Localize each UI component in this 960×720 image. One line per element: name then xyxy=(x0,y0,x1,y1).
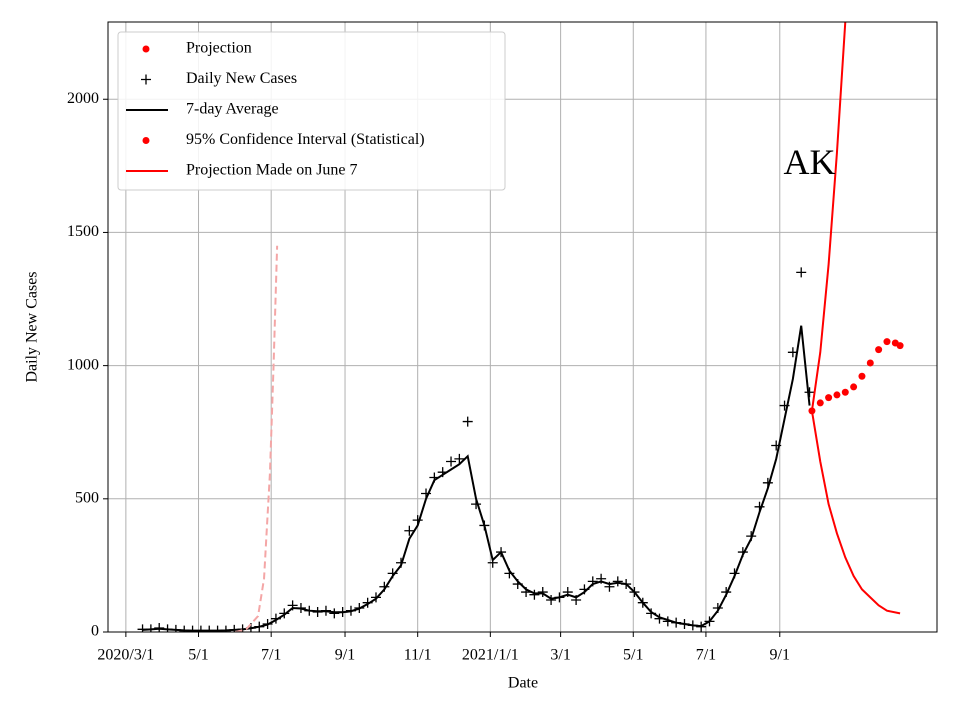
x-tick-label: 2021/1/1 xyxy=(462,647,519,664)
case-marker xyxy=(404,525,415,536)
y-tick-label: 1000 xyxy=(67,356,99,373)
projection-dot xyxy=(896,342,904,350)
y-axis-label: Daily New Cases xyxy=(24,271,41,382)
ci-lower xyxy=(810,410,901,615)
plot-frame xyxy=(107,21,938,633)
case-marker xyxy=(329,608,340,619)
x-tick-label: 9/1 xyxy=(770,647,790,664)
case-marker xyxy=(446,456,457,467)
legend-marker xyxy=(141,74,151,85)
x-tick-label: 11/1 xyxy=(404,647,432,664)
plot-area xyxy=(137,22,904,632)
case-marker xyxy=(279,608,290,619)
case-marker xyxy=(454,453,465,464)
legend-label: Projection Made on June 7 xyxy=(186,162,358,179)
legend-label: Daily New Cases xyxy=(186,70,297,87)
average-line xyxy=(142,325,811,632)
projection-dot xyxy=(858,372,866,380)
projection-dot xyxy=(816,399,824,407)
case-marker xyxy=(546,595,557,606)
ci-upper xyxy=(810,22,847,412)
x-tick-label: 5/1 xyxy=(188,647,208,664)
x-tick-label: 2020/3/1 xyxy=(97,647,154,664)
case-marker xyxy=(796,267,807,278)
projection-dot xyxy=(883,338,891,346)
y-tick-label: 1500 xyxy=(67,223,99,240)
case-marker xyxy=(612,576,623,587)
projection-dot xyxy=(841,388,849,396)
x-tick-label: 9/1 xyxy=(335,647,355,664)
legend-label: 7-day Average xyxy=(186,101,279,118)
x-tick-label: 5/1 xyxy=(623,647,643,664)
x-axis-label: Date xyxy=(508,675,538,692)
y-tick-label: 0 xyxy=(91,623,99,640)
x-tick-label: 7/1 xyxy=(696,647,716,664)
legend-marker xyxy=(142,137,150,144)
case-marker xyxy=(529,589,540,600)
legend-marker xyxy=(142,45,150,53)
legend xyxy=(117,31,506,191)
projection-dot xyxy=(833,391,841,399)
case-marker xyxy=(537,587,548,598)
y-tick-label: 500 xyxy=(75,489,99,506)
legend-label: Projection xyxy=(186,40,252,57)
y-tick-label: 2000 xyxy=(67,90,99,107)
case-marker xyxy=(462,416,473,427)
x-tick-label: 3/1 xyxy=(550,647,570,664)
legend-label: 95% Confidence Interval (Statistical) xyxy=(186,131,425,148)
case-marker xyxy=(804,387,815,398)
x-tick-label: 7/1 xyxy=(261,647,281,664)
projection-dot xyxy=(866,359,874,367)
projection-dot xyxy=(850,383,858,391)
old-projection xyxy=(235,245,279,632)
projection-dot xyxy=(875,346,883,354)
projection-dot xyxy=(825,394,833,402)
annotation: AK xyxy=(784,142,836,182)
